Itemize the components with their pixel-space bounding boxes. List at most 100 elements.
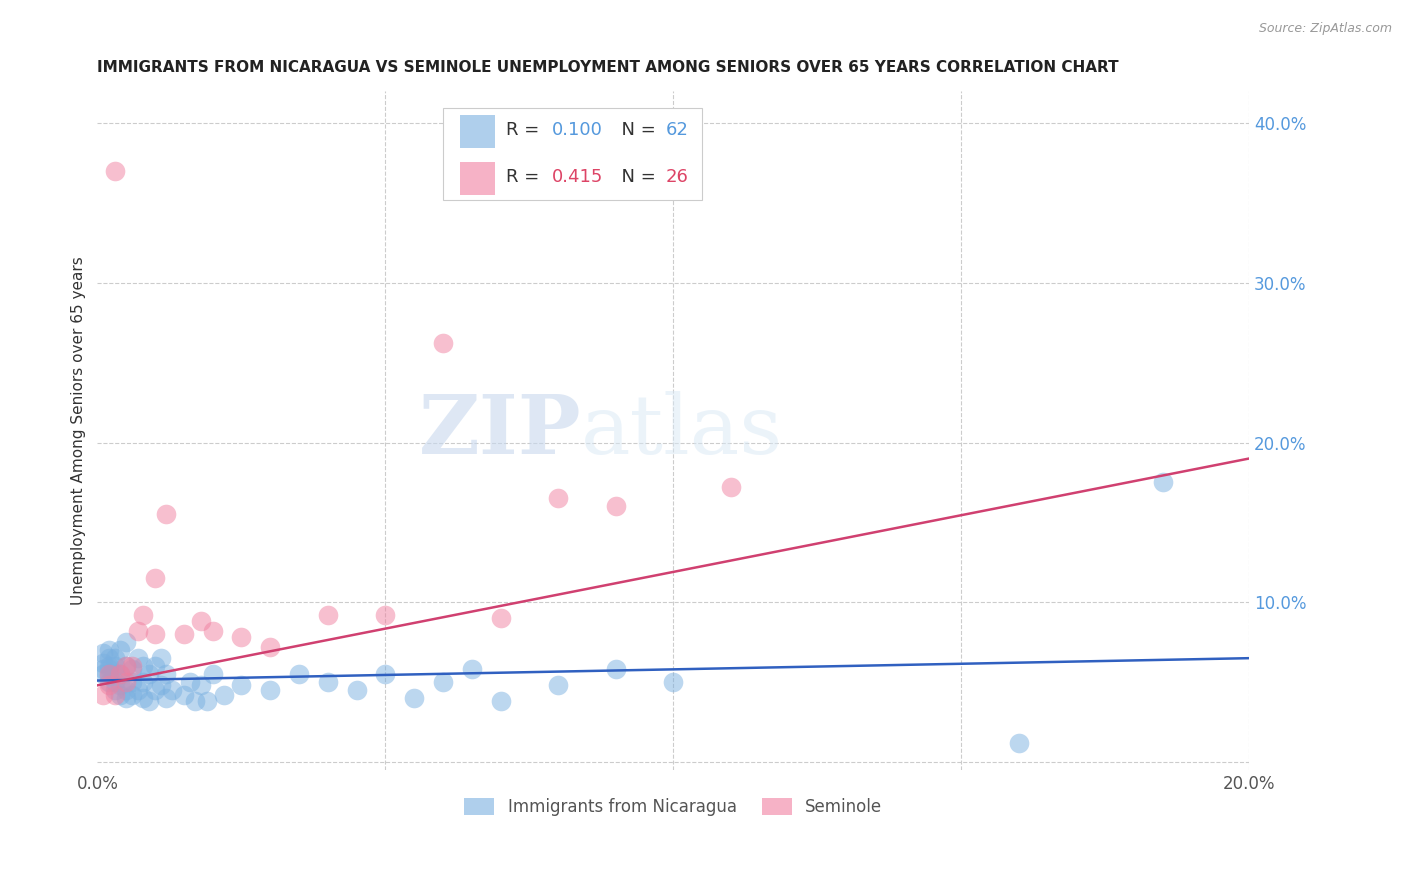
- Point: [110, 678, 132, 692]
- Text: IMMIGRANTS FROM NICARAGUA VS SEMINOLE UNEMPLOYMENT AMONG SENIORS OVER 65 YEARS C: IMMIGRANTS FROM NICARAGUA VS SEMINOLE UN…: [97, 60, 1119, 75]
- Point: [143, 627, 166, 641]
- Point: [97, 659, 120, 673]
- Point: [149, 651, 172, 665]
- Point: [121, 688, 143, 702]
- Y-axis label: Unemployment Among Seniors over 65 years: Unemployment Among Seniors over 65 years: [72, 256, 86, 605]
- Point: [91, 662, 114, 676]
- Point: [110, 667, 132, 681]
- Point: [461, 662, 484, 676]
- Point: [155, 691, 177, 706]
- Point: [138, 694, 160, 708]
- Point: [104, 659, 127, 673]
- Point: [104, 683, 127, 698]
- Point: [288, 667, 311, 681]
- Point: [104, 675, 127, 690]
- Text: R =: R =: [506, 169, 546, 186]
- Point: [104, 688, 127, 702]
- Point: [97, 667, 120, 681]
- Point: [115, 675, 138, 690]
- Point: [110, 688, 132, 702]
- Point: [259, 640, 281, 654]
- Point: [132, 608, 155, 623]
- Point: [1008, 736, 1031, 750]
- Point: [605, 500, 627, 514]
- Point: [110, 643, 132, 657]
- Text: 62: 62: [665, 121, 688, 139]
- Point: [104, 667, 127, 681]
- Point: [190, 615, 212, 629]
- Point: [201, 667, 224, 681]
- Point: [179, 675, 201, 690]
- Text: ZIP: ZIP: [419, 391, 581, 470]
- Point: [547, 491, 569, 506]
- Point: [91, 667, 114, 681]
- Point: [104, 651, 127, 665]
- Point: [143, 659, 166, 673]
- Point: [259, 683, 281, 698]
- Point: [720, 480, 742, 494]
- Point: [127, 683, 149, 698]
- Point: [149, 678, 172, 692]
- Point: [346, 683, 368, 698]
- Point: [104, 164, 127, 178]
- Point: [115, 683, 138, 698]
- Point: [110, 667, 132, 681]
- Point: [97, 662, 120, 676]
- Point: [91, 656, 114, 670]
- FancyBboxPatch shape: [443, 108, 702, 200]
- Point: [160, 683, 183, 698]
- Point: [489, 611, 512, 625]
- Point: [212, 688, 235, 702]
- Point: [138, 667, 160, 681]
- Point: [121, 659, 143, 673]
- FancyBboxPatch shape: [460, 162, 495, 195]
- Point: [195, 694, 218, 708]
- Text: atlas: atlas: [581, 391, 783, 470]
- Point: [155, 667, 177, 681]
- Point: [155, 508, 177, 522]
- Point: [173, 688, 195, 702]
- Point: [132, 659, 155, 673]
- Point: [132, 675, 155, 690]
- Point: [231, 678, 253, 692]
- Point: [489, 694, 512, 708]
- Point: [91, 646, 114, 660]
- Text: 26: 26: [665, 169, 688, 186]
- Text: 0.415: 0.415: [553, 169, 603, 186]
- Point: [127, 651, 149, 665]
- Text: 0.100: 0.100: [553, 121, 603, 139]
- Text: N =: N =: [610, 169, 661, 186]
- Point: [97, 669, 120, 683]
- Point: [662, 675, 685, 690]
- Point: [184, 694, 207, 708]
- Text: R =: R =: [506, 121, 546, 139]
- Point: [97, 678, 120, 692]
- Point: [97, 675, 120, 690]
- FancyBboxPatch shape: [460, 115, 495, 148]
- Text: Source: ZipAtlas.com: Source: ZipAtlas.com: [1258, 22, 1392, 36]
- Point: [115, 659, 138, 673]
- Point: [1152, 475, 1174, 490]
- Point: [605, 662, 627, 676]
- Point: [143, 683, 166, 698]
- Point: [121, 662, 143, 676]
- Point: [173, 627, 195, 641]
- Point: [115, 691, 138, 706]
- Point: [91, 688, 114, 702]
- Point: [115, 635, 138, 649]
- Point: [132, 691, 155, 706]
- Point: [231, 631, 253, 645]
- Point: [316, 608, 339, 623]
- Point: [190, 678, 212, 692]
- Point: [201, 624, 224, 638]
- Point: [374, 667, 396, 681]
- Point: [432, 336, 454, 351]
- Point: [115, 659, 138, 673]
- Point: [404, 691, 426, 706]
- Point: [127, 624, 149, 638]
- Point: [316, 675, 339, 690]
- Point: [97, 651, 120, 665]
- Legend: Immigrants from Nicaragua, Seminole: Immigrants from Nicaragua, Seminole: [458, 791, 889, 822]
- Point: [547, 678, 569, 692]
- Point: [374, 608, 396, 623]
